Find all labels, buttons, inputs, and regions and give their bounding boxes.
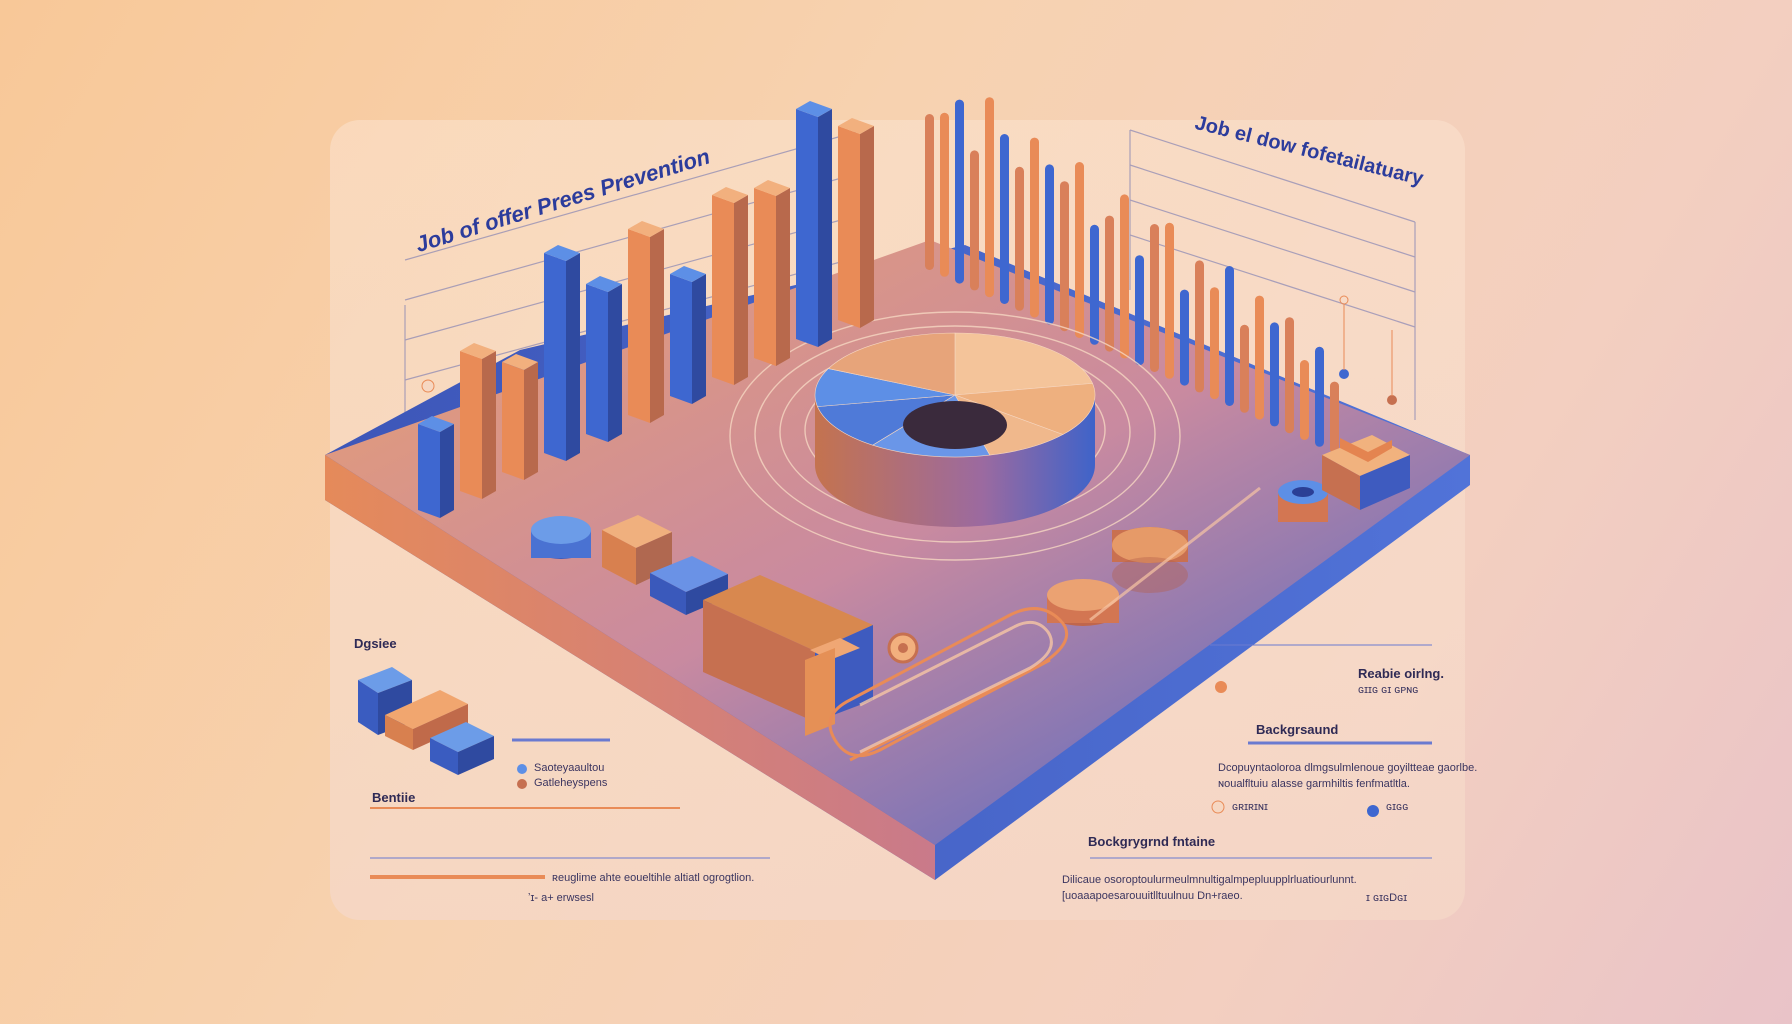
back-bar [970, 150, 979, 291]
back-bar [1120, 194, 1129, 359]
back-bar [1165, 222, 1174, 379]
donut-hole [903, 401, 1007, 449]
bottom-left-heading: Bentiie [372, 790, 416, 805]
donut-slice [827, 332, 956, 396]
right-top-code: ɢɪɪɢ ɢɪ ɢᴘɴɢ [1358, 684, 1419, 696]
right-option-2[interactable]: ɢɪɢɢ [1386, 801, 1409, 813]
back-bar [1150, 224, 1159, 372]
platform-blocks [531, 435, 1410, 736]
back-bar [1315, 346, 1324, 447]
paperclip-wire [828, 486, 1261, 762]
design-label: Dgsiee [354, 636, 397, 651]
front-bar [796, 101, 832, 347]
back-bar [940, 112, 949, 277]
platform-left-side [325, 455, 935, 880]
bottom-right-body-1: Dilicaue osoroptoulurmeulmnultigalmpeplu… [1062, 874, 1357, 886]
donut-chart [814, 332, 1096, 527]
bottom-right-code: ɪ ɢɪɢDɢɪ [1366, 892, 1408, 904]
bottom-right-heading: Bockgrygrnd fntaine [1088, 834, 1216, 849]
back-bar [1330, 381, 1339, 454]
back-bar [955, 99, 964, 284]
back-bar [1180, 289, 1189, 386]
back-bar [985, 97, 994, 298]
right-body-1: Dcopuyntaoloroa dlmgsulmlenoue goyilttea… [1218, 762, 1478, 774]
donut-side [815, 395, 1095, 527]
front-bar [712, 187, 748, 385]
front-bar [460, 343, 496, 499]
back-bar [1255, 295, 1264, 420]
back-bar [1270, 322, 1279, 427]
back-bar [1045, 164, 1054, 325]
back-bar [1240, 324, 1249, 413]
front-bar [628, 221, 664, 423]
front-bar [838, 118, 874, 328]
legend-blocks [358, 667, 494, 775]
donut-slice [954, 332, 1093, 396]
back-bar [1300, 360, 1309, 440]
front-bar [754, 180, 790, 366]
front-bar [586, 276, 622, 442]
back-bar [1195, 260, 1204, 393]
back-bar [1105, 215, 1114, 352]
front-bar-series [418, 101, 874, 518]
legend-item-2: Gatleheyspens [534, 777, 608, 789]
bottom-left-caption: ʀeuglime ahte eoueltihle altiatl ogrogtl… [552, 872, 755, 884]
panel-decorations [370, 295, 1432, 879]
right-heading: Backgrsaund [1256, 722, 1339, 737]
front-bar [502, 354, 538, 480]
right-chart-gridlines [1129, 129, 1416, 420]
donut-slice [814, 368, 956, 407]
front-bar [418, 416, 454, 518]
front-bar [544, 245, 580, 461]
back-bar-series [925, 97, 1339, 454]
back-bar [1075, 162, 1084, 338]
back-bar [1060, 181, 1069, 332]
back-bar [1225, 266, 1234, 406]
back-bar [1285, 317, 1294, 434]
right-body-2: ɴoualfltuiu alasse garmhiltis fenfmatltl… [1218, 778, 1410, 790]
back-bar [925, 114, 934, 270]
back-bar [1030, 137, 1039, 318]
back-bar [1135, 255, 1144, 366]
donut-slice [954, 383, 1096, 435]
back-bar [1090, 224, 1099, 345]
bottom-left-code: ʼɪ- a+ erwsesl [528, 892, 594, 904]
back-bar [1210, 287, 1219, 400]
right-option-1[interactable]: ɢʀɪʀɪɴɪ [1232, 801, 1268, 813]
back-bar [1015, 166, 1024, 311]
bottom-right-body-2: [uoaaapoesarouuitlltuulnuu Dn+raeo. [1062, 890, 1243, 902]
right-top-label: Reabie oirlng. [1358, 666, 1444, 681]
legend-item-1: Saoteyaaultou [534, 762, 605, 774]
back-bar [1000, 134, 1009, 304]
front-bar [670, 266, 706, 404]
